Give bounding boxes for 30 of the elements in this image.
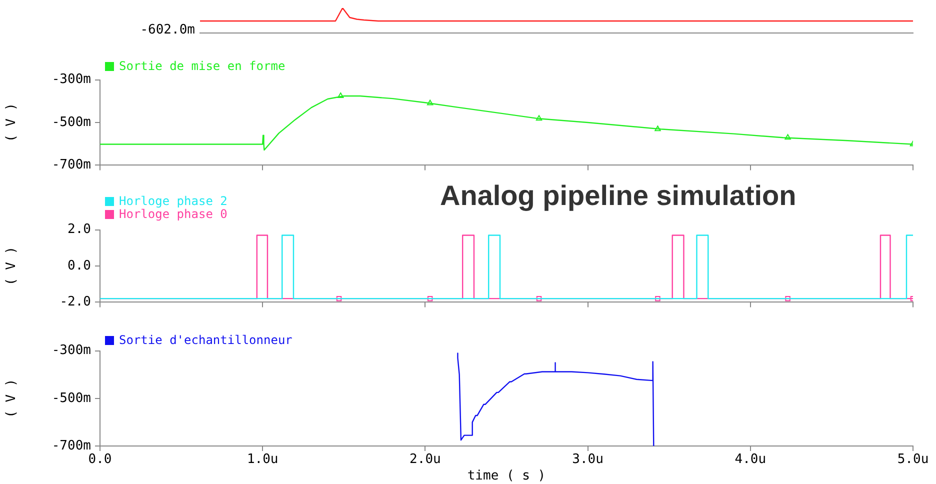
point: [654, 126, 661, 132]
point: [536, 115, 542, 121]
chart-title: Analog pipeline simulation: [440, 180, 796, 212]
point: [426, 100, 434, 106]
x-tick-label: 0.0: [88, 452, 112, 468]
legend-label: Horloge phase 2: [119, 194, 228, 208]
y-tick-label: -700m: [52, 438, 92, 454]
legend-label: Sortie d'echantillonneur: [119, 333, 292, 347]
y-axis-title: ( V ): [4, 102, 20, 142]
x-tick-label: 2.0u: [410, 452, 441, 468]
legend-label: Sortie de mise en forme: [119, 59, 286, 73]
x-tick-label: 5.0u: [897, 452, 929, 468]
y-axis-title: ( V ): [4, 246, 20, 286]
y-tick-label: -500m: [52, 114, 92, 130]
y-tick-label: -300m: [52, 343, 92, 358]
legend-label: Horloge phase 0: [119, 207, 228, 221]
x-tick-label: 1.0u: [246, 452, 278, 468]
point: [338, 92, 344, 98]
y-tick-label: 0.0: [68, 258, 91, 274]
y-axis-title: ( V ): [4, 378, 20, 418]
y-tick-label: -300m: [52, 72, 92, 88]
y-tick-label: -500m: [52, 390, 92, 406]
x-tick-label: 4.0u: [734, 452, 766, 468]
x-tick-label: 3.0u: [572, 452, 604, 468]
text: -602.0m: [140, 22, 196, 38]
x-axis-title: time ( s ): [467, 468, 546, 484]
point: [784, 134, 791, 140]
y-tick-label: 2.0: [68, 222, 91, 238]
y-tick-label: -700m: [52, 158, 92, 173]
y-tick-label: -2.0: [60, 294, 91, 310]
